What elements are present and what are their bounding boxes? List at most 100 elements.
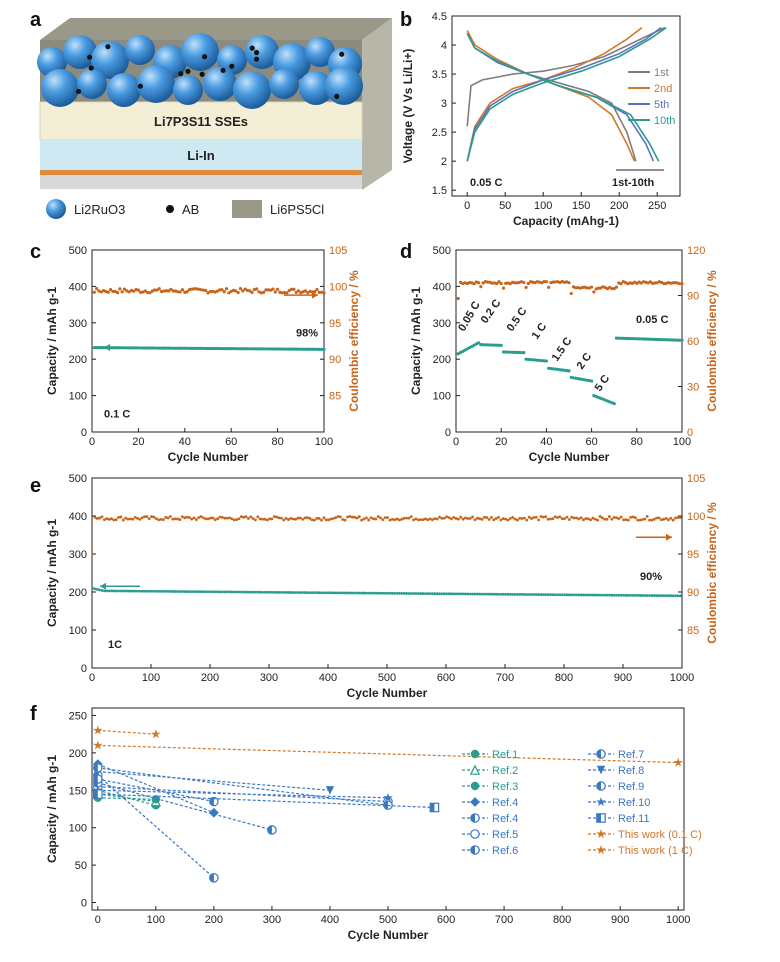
legend-marker-fill (470, 813, 475, 823)
efficiency-point (676, 516, 680, 519)
capacity-point (657, 594, 661, 598)
efficiency-point (140, 516, 144, 520)
y-right-tick-label: 90 (329, 354, 341, 366)
efficiency-point (520, 517, 524, 520)
rate-annotation: 1C (108, 639, 122, 651)
efficiency-point (120, 290, 124, 294)
capacity-point (652, 594, 656, 597)
efficiency-point (447, 516, 451, 520)
efficiency-point (111, 289, 115, 294)
ab-dot (334, 93, 340, 99)
efficiency-point (294, 517, 297, 521)
capacity-point (287, 347, 291, 351)
series-marker (325, 786, 335, 795)
efficiency-point (224, 287, 229, 291)
efficiency-point (511, 516, 515, 519)
efficiency-point (272, 515, 276, 518)
efficiency-point (596, 518, 600, 522)
series-marker (673, 757, 683, 767)
efficiency-point (273, 290, 277, 294)
efficiency-point (397, 518, 401, 522)
capacity-point (567, 369, 571, 373)
y-tick-label: 200 (69, 587, 87, 599)
capacity-point (477, 341, 481, 345)
capacity-point (126, 589, 130, 593)
efficiency-point (289, 516, 293, 520)
capacity-point (303, 591, 307, 594)
series-marker (383, 792, 393, 802)
efficiency-point (171, 517, 175, 521)
capacity-point (544, 359, 549, 363)
efficiency-point (388, 518, 392, 522)
efficiency-point (485, 516, 489, 519)
efficiency-point (645, 514, 649, 518)
x-tick-label: 200 (201, 672, 219, 684)
efficiency-point (492, 518, 496, 522)
capacity-point (138, 589, 142, 593)
series-marker (151, 795, 161, 804)
capacity-point (506, 592, 510, 596)
x-axis-label: Cycle Number (529, 450, 610, 464)
efficiency-point (180, 515, 184, 519)
capacity-point (208, 346, 212, 351)
capacity-point (292, 347, 296, 351)
ab-dot (75, 88, 82, 95)
capacity-point (239, 590, 243, 594)
capacity-point (99, 346, 103, 350)
capacity-point (164, 346, 168, 350)
efficiency-point (563, 517, 566, 521)
legend-marker (596, 765, 606, 775)
y-axis-label: Capacity / mAh g-1 (45, 287, 59, 395)
capacity-point (242, 590, 246, 594)
capacity-point (622, 593, 625, 597)
capacity-point (567, 593, 571, 597)
legend-label: Ref.5 (492, 829, 518, 841)
efficiency-point (431, 518, 434, 522)
y-right-tick-label: 95 (329, 318, 341, 330)
capacity-point (468, 592, 472, 596)
capacity-point (336, 591, 340, 595)
capacity-point (636, 594, 640, 597)
x-tick-label: 700 (496, 672, 514, 684)
efficiency-point (187, 516, 191, 519)
capacity-point (671, 338, 675, 342)
x-tick-label: 100 (315, 436, 333, 448)
capacity-point (490, 343, 494, 347)
efficiency-point (662, 517, 666, 521)
series-line (97, 789, 389, 799)
capacity-point (421, 592, 425, 595)
capacity-point (248, 347, 252, 351)
capacity-point (669, 338, 673, 342)
y-right-tick-label: 0 (687, 427, 693, 439)
efficiency-point (374, 517, 378, 521)
capacity-point (494, 592, 498, 596)
efficiency-point (263, 517, 267, 521)
efficiency-point (348, 514, 352, 518)
x-tick-label: 400 (319, 672, 337, 684)
capacity-point (655, 594, 659, 597)
efficiency-point (255, 287, 259, 291)
efficiency-point (393, 518, 397, 522)
capacity-point (178, 346, 182, 350)
capacity-point (675, 338, 680, 342)
x-tick-label: 700 (495, 914, 513, 926)
cell-side-face (362, 18, 392, 190)
efficiency-point (497, 515, 500, 519)
capacity-point (416, 592, 420, 595)
capacity-point (400, 592, 404, 595)
capacity-point (264, 347, 268, 351)
efficiency-point (379, 516, 382, 520)
y-tick-label: 3 (441, 98, 447, 110)
capacity-point (459, 592, 463, 596)
efficiency-point (560, 517, 564, 521)
capacity-point (145, 589, 149, 593)
capacity-point (485, 592, 489, 596)
y-tick-label: 0 (81, 427, 87, 439)
rate-segment-label: 1 C (530, 321, 550, 342)
efficiency-point (294, 290, 298, 294)
series-marker-fill (93, 774, 98, 784)
capacity-point (657, 337, 662, 342)
capacity-point (646, 337, 650, 341)
capacity-point (160, 346, 164, 350)
capacity-point (504, 592, 507, 596)
